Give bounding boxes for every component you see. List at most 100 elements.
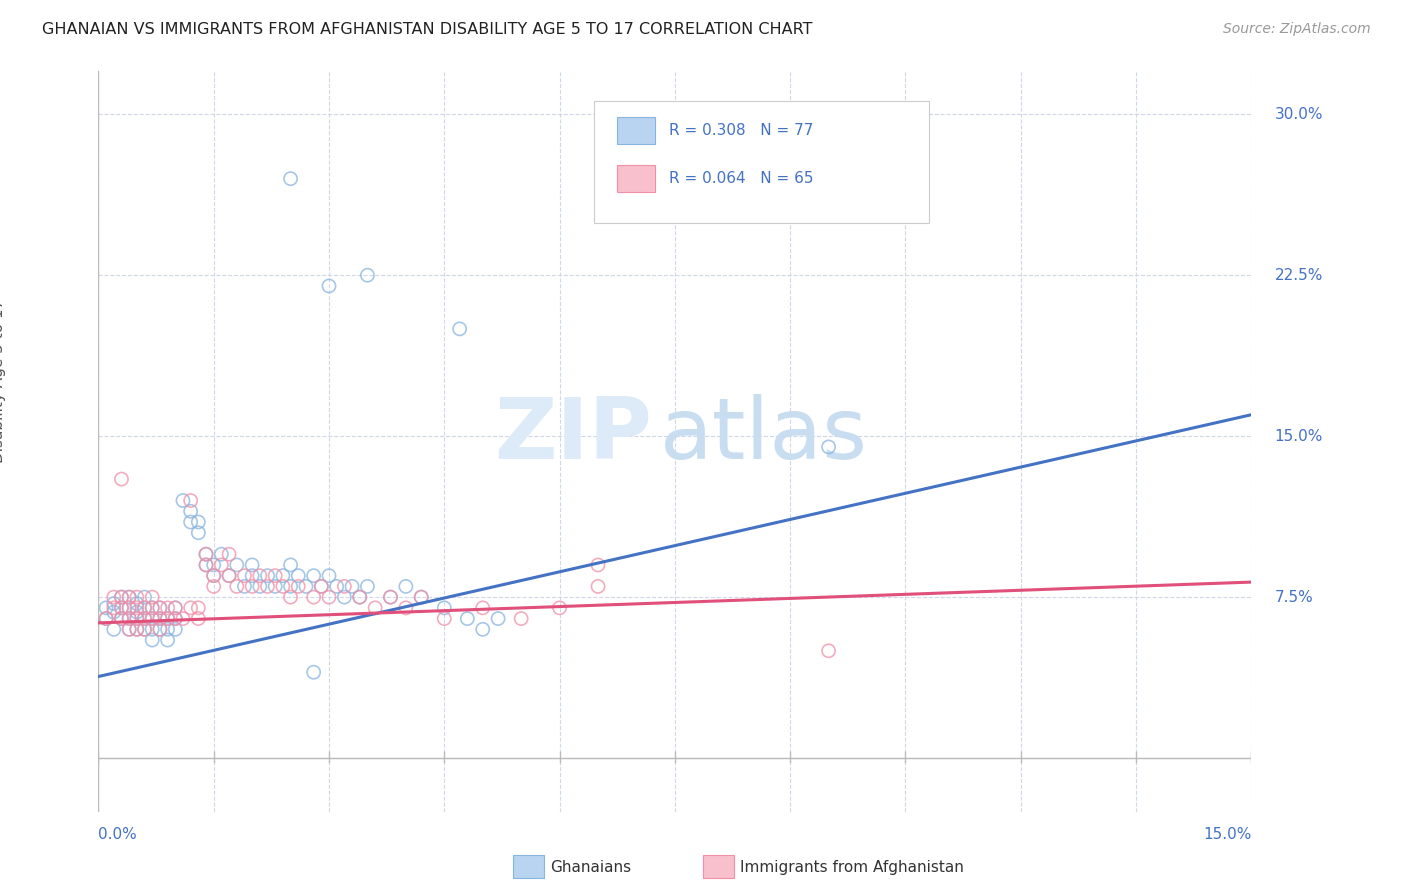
Point [318, 590, 340, 604]
Point [280, 579, 302, 593]
Point [817, 440, 839, 454]
Point [356, 579, 378, 593]
Point [180, 600, 202, 615]
Point [94, 611, 117, 625]
Point [817, 644, 839, 658]
Point [287, 579, 309, 593]
Point [94, 611, 117, 625]
Point [510, 611, 533, 625]
Point [110, 590, 132, 604]
Point [264, 568, 287, 582]
Point [103, 590, 125, 604]
Point [233, 568, 256, 582]
Point [209, 547, 232, 561]
Point [118, 590, 141, 604]
Point [356, 268, 378, 283]
Point [349, 590, 371, 604]
Point [187, 600, 209, 615]
Point [165, 611, 187, 625]
Point [141, 633, 163, 648]
Point [486, 611, 509, 625]
FancyBboxPatch shape [595, 101, 928, 223]
Point [125, 611, 148, 625]
Point [156, 611, 179, 625]
Point [110, 611, 132, 625]
Point [118, 590, 141, 604]
Text: R = 0.064   N = 65: R = 0.064 N = 65 [669, 171, 814, 186]
Point [141, 623, 163, 637]
Point [195, 547, 218, 561]
Point [280, 590, 302, 604]
Text: Immigrants from Afghanistan: Immigrants from Afghanistan [740, 860, 963, 874]
Point [287, 568, 309, 582]
Point [134, 623, 156, 637]
Point [340, 579, 363, 593]
Point [202, 579, 225, 593]
Point [586, 558, 609, 572]
Point [125, 623, 148, 637]
Point [218, 568, 240, 582]
Point [264, 579, 287, 593]
Point [325, 579, 347, 593]
Point [471, 623, 494, 637]
Point [141, 611, 163, 625]
Point [141, 600, 163, 615]
Point [165, 600, 187, 615]
Point [125, 605, 148, 619]
Text: 7.5%: 7.5% [1274, 590, 1313, 605]
Point [134, 600, 156, 615]
Point [110, 600, 132, 615]
Point [110, 472, 132, 486]
Point [240, 579, 263, 593]
Point [433, 600, 456, 615]
Point [195, 558, 218, 572]
Point [249, 579, 271, 593]
Point [165, 611, 187, 625]
Text: ZIP: ZIP [494, 393, 652, 477]
Point [202, 568, 225, 582]
Text: 30.0%: 30.0% [1274, 107, 1323, 122]
Point [149, 611, 172, 625]
Point [187, 525, 209, 540]
Point [141, 600, 163, 615]
Point [156, 623, 179, 637]
Point [311, 579, 333, 593]
Point [433, 611, 456, 625]
Point [125, 623, 148, 637]
Point [94, 600, 117, 615]
Point [195, 558, 218, 572]
Point [149, 623, 172, 637]
Point [149, 623, 172, 637]
Point [302, 568, 325, 582]
Point [240, 558, 263, 572]
Point [103, 623, 125, 637]
Point [156, 633, 179, 648]
Point [280, 558, 302, 572]
Point [302, 665, 325, 680]
Point [586, 579, 609, 593]
Point [118, 623, 141, 637]
Point [180, 515, 202, 529]
Point [134, 611, 156, 625]
Point [333, 590, 356, 604]
Text: 0.0%: 0.0% [98, 827, 138, 842]
Point [118, 600, 141, 615]
Point [103, 605, 125, 619]
Point [118, 623, 141, 637]
Point [209, 558, 232, 572]
Point [411, 590, 433, 604]
Point [333, 579, 356, 593]
Point [134, 623, 156, 637]
Point [256, 568, 278, 582]
Point [125, 611, 148, 625]
Point [103, 600, 125, 615]
FancyBboxPatch shape [617, 165, 655, 192]
Text: Ghanaians: Ghanaians [550, 860, 631, 874]
Point [249, 568, 271, 582]
Point [364, 600, 387, 615]
Point [240, 568, 263, 582]
Point [411, 590, 433, 604]
Point [156, 611, 179, 625]
Point [456, 611, 478, 625]
Point [118, 600, 141, 615]
